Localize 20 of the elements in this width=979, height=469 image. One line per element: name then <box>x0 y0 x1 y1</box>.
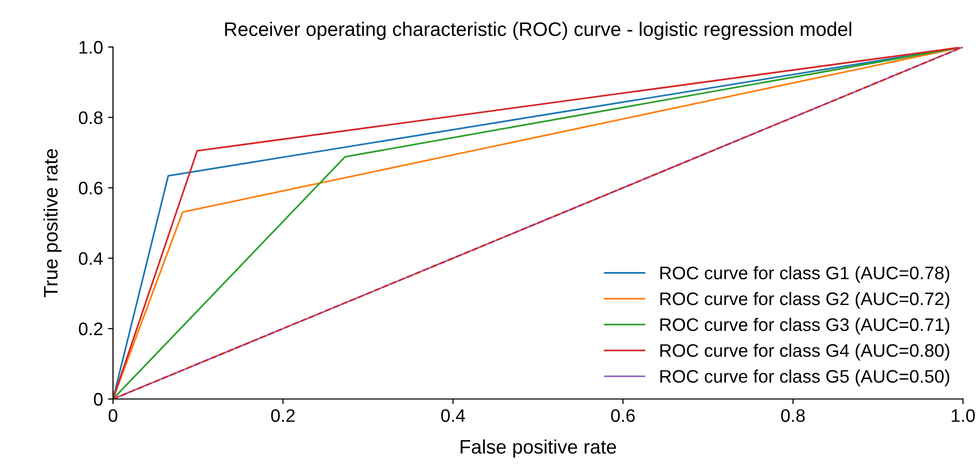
legend-label: ROC curve for class G5 (AUC=0.50) <box>660 370 950 386</box>
y-tick-label: 0.6 <box>78 182 102 195</box>
y-tick-label: 0.2 <box>78 322 102 336</box>
y-tick-label: 1.0 <box>80 40 103 54</box>
legend-label: ROC curve for class G4 (AUC=0.80) <box>660 344 950 360</box>
legend-label: ROC curve for class G2 (AUC=0.72) <box>660 292 950 309</box>
legend-label: ROC curve for class G3 (AUC=0.71) <box>660 318 950 335</box>
y-tick-label: 0.4 <box>78 252 103 265</box>
x-tick-label: 0.8 <box>781 409 805 422</box>
y-tick-label: 0.8 <box>78 111 102 124</box>
legend-label: ROC curve for class G1 (AUC=0.78) <box>660 266 950 283</box>
x-tick-label: 1.0 <box>952 409 975 422</box>
x-axis-title: False positive rate <box>460 439 616 458</box>
x-tick-label: 0.6 <box>611 409 635 422</box>
x-tick-label: 0.4 <box>441 409 466 422</box>
y-tick-label: 0 <box>94 392 103 406</box>
y-axis-title: True positive rate <box>43 149 62 298</box>
chart-title: Receiver operating characteristic (ROC) curve - logistic regression model <box>225 22 852 40</box>
x-tick-label: 0 <box>108 409 118 422</box>
x-tick-label: 0.2 <box>271 409 295 422</box>
